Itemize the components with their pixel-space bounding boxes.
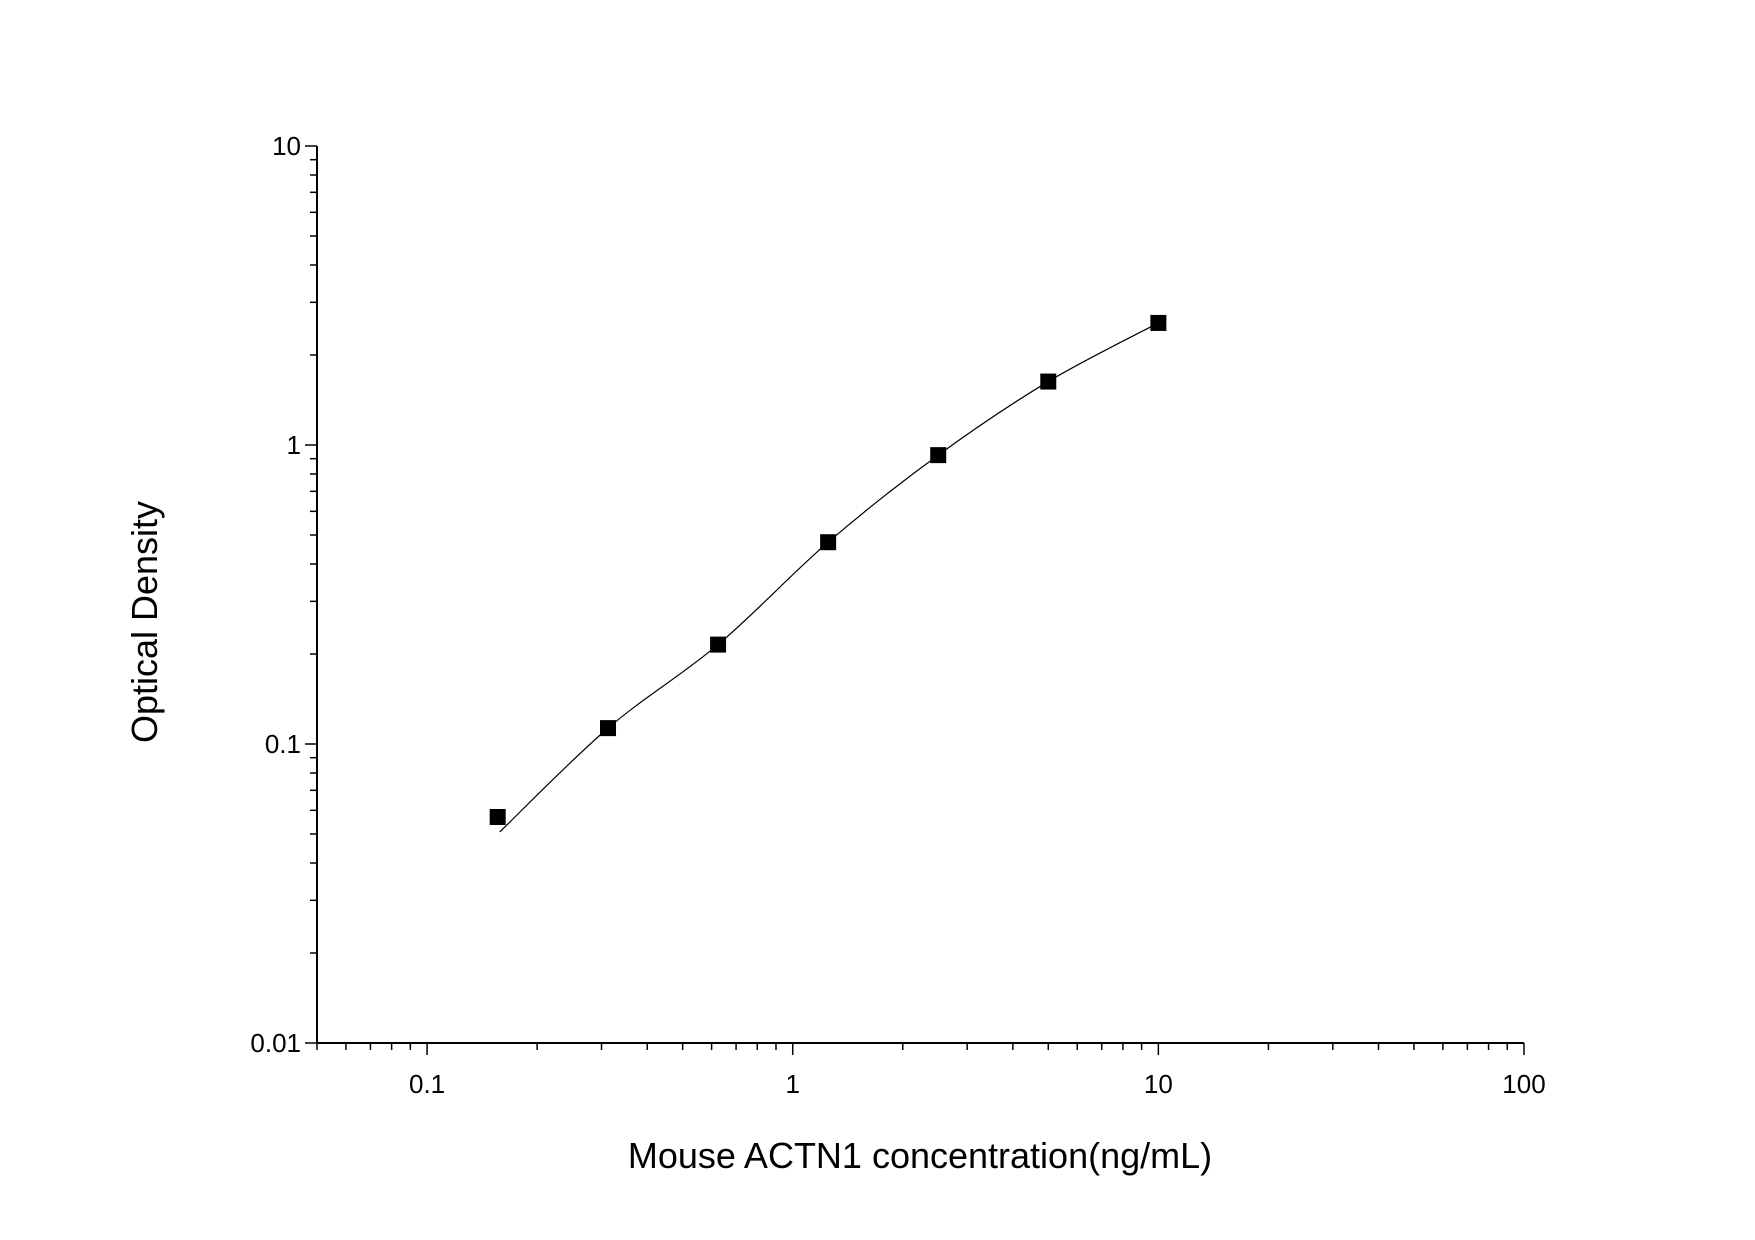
x-axis-label: Mouse ACTN1 concentration(ng/mL) [628, 1135, 1212, 1176]
fit-curve [499, 322, 1159, 833]
y-tick-label: 0.01 [250, 1028, 301, 1058]
y-tick-label: 1 [287, 430, 301, 460]
data-point [600, 720, 617, 737]
y-axis-label: Optical Density [124, 501, 165, 743]
x-tick-label: 10 [1144, 1069, 1173, 1099]
data-point [930, 447, 947, 464]
axes [305, 145, 1525, 1055]
x-tick-label: 0.1 [409, 1069, 445, 1099]
x-tick-label: 100 [1502, 1069, 1545, 1099]
data-point [489, 808, 506, 825]
y-tick-label: 10 [272, 131, 301, 161]
x-tick-label: 1 [785, 1069, 799, 1099]
y-tick-label: 0.1 [265, 729, 301, 759]
tick-labels: 0.1 1 10 100 0.01 0.1 1 10 [250, 131, 1545, 1099]
data-point [710, 636, 727, 653]
data-point [1040, 373, 1057, 390]
data-point [1150, 314, 1167, 331]
data-point [820, 534, 837, 551]
data-points [489, 314, 1167, 825]
